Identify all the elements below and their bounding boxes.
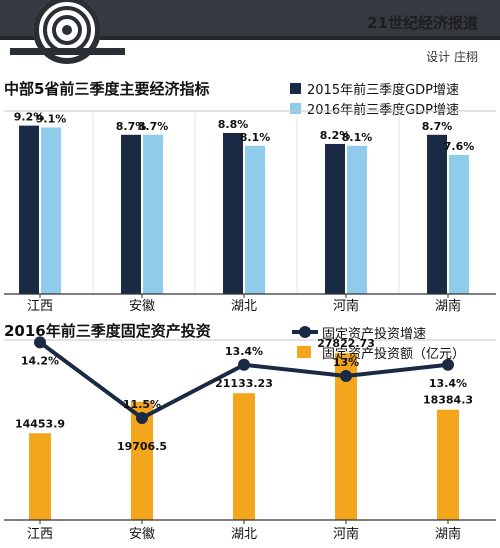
legend-label-2016: 2016年前三季度GDP增速 bbox=[307, 102, 460, 118]
chart1-bar bbox=[325, 143, 345, 294]
chart1-x-tick-label: 安徽 bbox=[129, 299, 155, 314]
legend-label-amount: 固定资产投资额（亿元） bbox=[322, 346, 466, 362]
chart2-bar-value-label: 14453.9 bbox=[15, 417, 65, 430]
legend-item-amount: 固定资产投资额（亿元） bbox=[322, 342, 465, 362]
legend-swatch-orange bbox=[297, 346, 311, 358]
chart2-growth-label: 13% bbox=[333, 356, 359, 369]
chart2-growth-point bbox=[136, 412, 148, 424]
chart1-bar bbox=[427, 134, 447, 294]
chart2-growth-label: 13.4% bbox=[429, 377, 467, 390]
chart2-x-tick-label: 湖南 bbox=[435, 526, 461, 542]
chart2-bar bbox=[437, 409, 459, 520]
chart1-data-label: 9.1% bbox=[36, 112, 67, 125]
newspaper-name: 21世纪经济报道 bbox=[367, 14, 478, 32]
chart2-growth-label: 13.4% bbox=[225, 345, 263, 358]
chart2-growth-point bbox=[34, 336, 46, 349]
chart1-bar bbox=[449, 154, 469, 294]
chart1-data-label: 8.8% bbox=[218, 118, 249, 131]
chart2-title: 2016年前三季度固定资产投资 bbox=[4, 322, 211, 340]
chart2-bar-value-label: 27822.73 bbox=[317, 337, 375, 350]
legend-item-2015: 2015年前三季度GDP增速 bbox=[290, 78, 459, 98]
legend-item-2016: 2016年前三季度GDP增速 bbox=[290, 98, 459, 118]
chart1-data-label: 8.2% bbox=[320, 129, 351, 142]
newspaper-logo-icon bbox=[10, 0, 125, 64]
chart1-bar bbox=[223, 132, 243, 294]
chart1-x-tick-label: 湖北 bbox=[231, 299, 257, 314]
chart1-data-label: 8.7% bbox=[138, 120, 169, 133]
chart1-title: 中部5省前三季度主要经济指标 bbox=[4, 80, 210, 98]
chart2-x-tick-label: 江西 bbox=[27, 527, 53, 542]
chart1-bar bbox=[143, 134, 163, 294]
chart2-bar bbox=[335, 353, 357, 520]
chart2-bar bbox=[29, 433, 51, 520]
chart1-x-tick-label: 江西 bbox=[27, 299, 53, 314]
chart1-data-label: 9.2% bbox=[14, 111, 45, 124]
chart1-bar bbox=[41, 127, 61, 294]
chart2-x-tick-label: 湖北 bbox=[231, 527, 257, 542]
chart2-bar bbox=[131, 401, 153, 520]
chart2-legend: 固定资产投资增速 固定资产投资额（亿元） bbox=[322, 322, 465, 362]
chart2-bar-value-label: 19706.5 bbox=[117, 440, 167, 453]
legend-swatch-light-blue bbox=[290, 102, 301, 114]
chart2-growth-label: 11.5% bbox=[123, 398, 161, 411]
chart2-bar-value-label: 18384.3 bbox=[423, 394, 473, 407]
chart1-bar bbox=[347, 145, 367, 294]
legend-label-growth: 固定资产投资增速 bbox=[322, 326, 427, 342]
chart1-bar bbox=[245, 145, 265, 294]
chart1-data-label: 8.7% bbox=[422, 120, 453, 133]
chart1-data-label: 7.6% bbox=[444, 140, 475, 153]
chart2-growth-point bbox=[340, 370, 352, 382]
chart1-bar bbox=[121, 134, 141, 294]
legend-swatch-navy bbox=[290, 82, 301, 94]
legend-item-growth: 固定资产投资增速 bbox=[322, 322, 465, 342]
chart2-x-tick-label: 河南 bbox=[333, 526, 359, 542]
chart2-x-tick-label: 安徽 bbox=[129, 527, 155, 542]
chart1-x-tick-label: 河南 bbox=[333, 298, 359, 314]
chart2-bar-value-label: 21133.23 bbox=[215, 377, 273, 390]
legend-line-dot bbox=[299, 326, 311, 338]
chart2-growth-label: 14.2% bbox=[21, 354, 59, 367]
chart1-x-tick-label: 湖南 bbox=[435, 298, 461, 314]
chart2-growth-point bbox=[238, 358, 250, 371]
chart2-bar bbox=[233, 393, 255, 520]
chart2-growth-point bbox=[442, 358, 454, 371]
legend-label-2015: 2015年前三季度GDP增速 bbox=[307, 82, 460, 98]
designer-credit: 设计 庄栩 bbox=[426, 50, 478, 64]
chart1-data-label: 8.1% bbox=[240, 131, 271, 144]
chart1-legend: 2015年前三季度GDP增速 2016年前三季度GDP增速 bbox=[290, 78, 459, 118]
chart1-data-label: 8.1% bbox=[342, 131, 373, 144]
chart1-data-label: 8.7% bbox=[116, 120, 147, 133]
chart1-bar bbox=[19, 125, 39, 294]
